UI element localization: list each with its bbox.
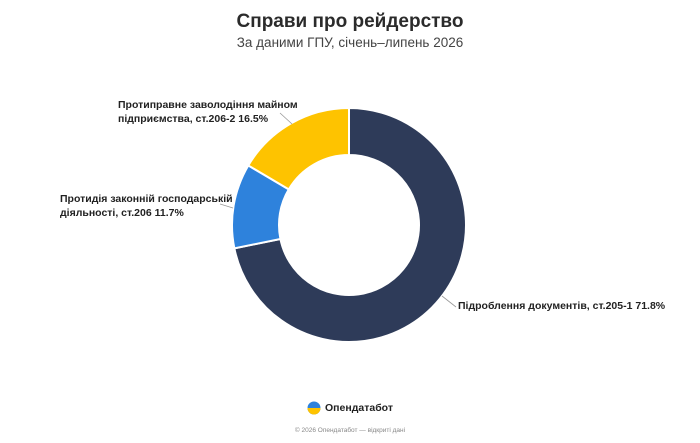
slice-label-document-forgery: Підроблення документів, ст.205-1 71.8% [458, 300, 666, 312]
leader-line-property-seizure [279, 112, 293, 125]
slice-label-property-seizure: Протиправне заволодіння майном підприємс… [118, 99, 298, 125]
opendatabot-logo-icon [307, 401, 321, 415]
leader-line-obstruction [219, 203, 234, 209]
chart-title: Справи про рейдерство [236, 11, 464, 32]
brand-name: Опендатабот [325, 402, 393, 414]
leader-line-document-forgery [441, 295, 457, 308]
slice-label-obstruction: Протидія законній господарській діяльнос… [60, 193, 233, 219]
brand: Опендатабот [0, 401, 700, 418]
slice-property-seizure [246, 106, 350, 191]
footer-copyright: © 2026 Опендатабот — відкриті дані [294, 427, 406, 434]
slice-document-forgery [233, 106, 467, 343]
chart-subtitle: За даними ГПУ, січень–липень 2026 [236, 35, 464, 50]
